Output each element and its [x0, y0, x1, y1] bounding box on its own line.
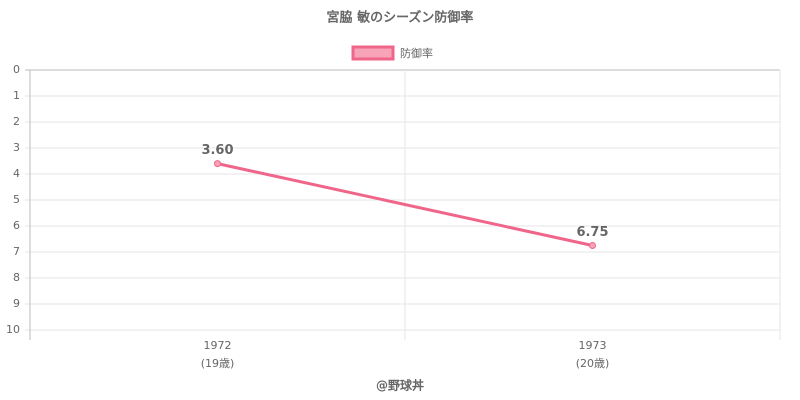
- y-tick-label: 2: [13, 115, 20, 128]
- value-label: 6.75: [576, 225, 608, 240]
- x-tick-label: 1973: [579, 339, 607, 352]
- y-tick-label: 4: [13, 167, 20, 180]
- y-tick-label: 5: [13, 193, 20, 206]
- y-tick-label: 6: [13, 219, 20, 232]
- x-axis-label: @野球丼: [376, 378, 424, 393]
- y-tick-label: 8: [13, 271, 20, 284]
- y-tick-label: 7: [13, 245, 20, 258]
- y-tick-label: 1: [13, 89, 20, 102]
- point: [214, 160, 221, 168]
- point: [589, 242, 596, 249]
- y-tick-label: 9: [13, 297, 20, 310]
- y-tick-label: 0: [13, 63, 20, 76]
- x-tick-sublabel: (20歳): [576, 357, 610, 370]
- legend-label: 防御率: [400, 46, 433, 60]
- y-tick-label: 10: [6, 323, 20, 336]
- value-label: 3.60: [201, 143, 233, 158]
- y-tick-label: 3: [13, 141, 20, 154]
- chart-title: 宮脇 敏のシーズン防御率: [327, 10, 474, 26]
- legend-swatch: [351, 45, 395, 61]
- x-tick-label: 1972: [204, 339, 232, 352]
- line: [217, 162, 593, 247]
- x-tick-sublabel: (19歳): [201, 357, 235, 370]
